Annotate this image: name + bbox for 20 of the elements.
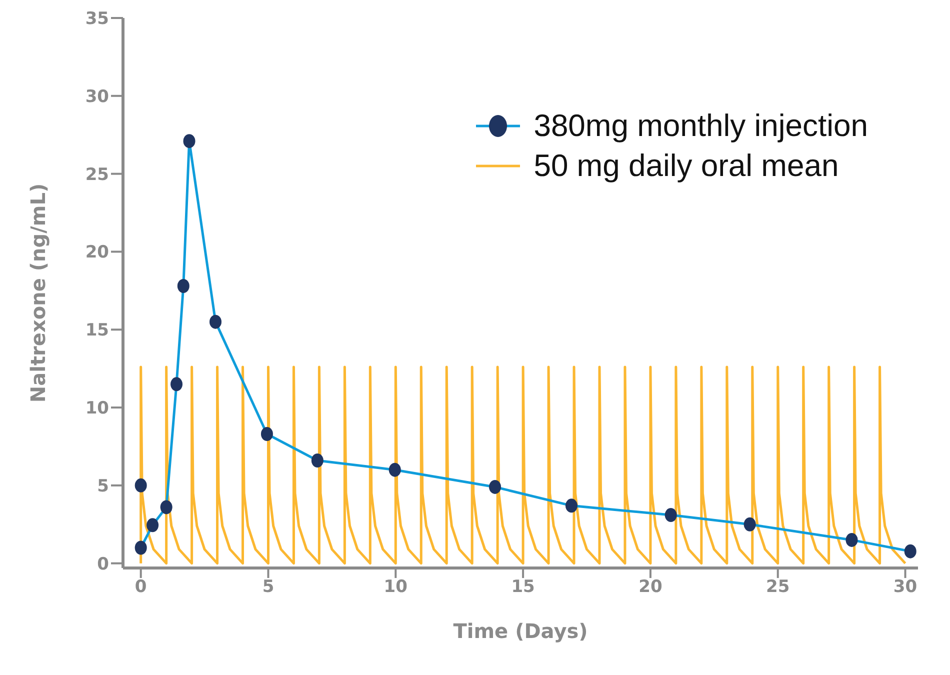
x-tick-label: 30 — [893, 577, 918, 598]
x-tick-label: 25 — [766, 577, 790, 598]
y-tick-label: 35 — [85, 9, 109, 30]
point — [134, 478, 147, 492]
y-tick-label: 15 — [85, 320, 109, 341]
y-tick-label: 5 — [97, 476, 109, 496]
x-tick-label: 15 — [511, 577, 535, 598]
x-tick-label: 10 — [384, 577, 408, 598]
x-tick-label: 5 — [262, 577, 274, 598]
y-tick-label: 30 — [85, 86, 110, 107]
y-axis-title: Naltrexone (ng/mL) — [26, 183, 50, 403]
y-tick-label: 25 — [85, 164, 109, 185]
x-tick-label: 20 — [638, 577, 662, 598]
legend-label: 50 mg daily oral mean — [534, 148, 839, 184]
x-tick-label: 0 — [134, 577, 147, 598]
x-axis-title: Time (Days) — [453, 619, 588, 643]
y-tick-label: 10 — [85, 398, 110, 419]
y-tick-label: 20 — [85, 242, 110, 263]
legend-label: 380mg monthly injection — [534, 108, 868, 144]
y-tick-label: 0 — [97, 554, 110, 574]
